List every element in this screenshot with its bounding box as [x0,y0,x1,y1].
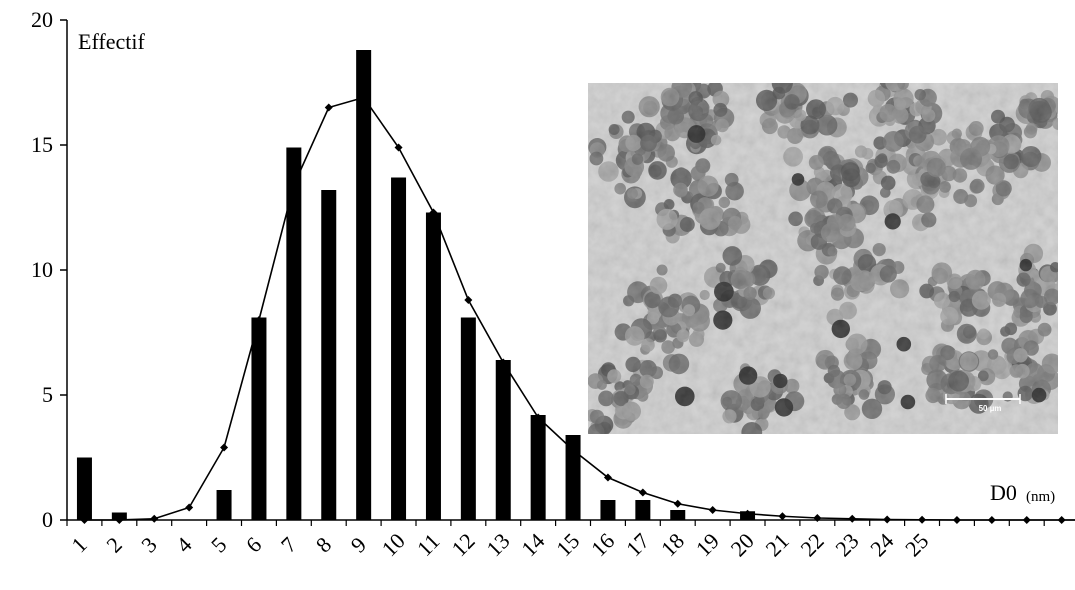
line-series [80,93,1075,524]
data-point [150,514,159,523]
tem-micrograph-inset: 50 µm [588,83,1075,434]
data-point [848,514,857,523]
x-tick-label: 24 [865,528,898,561]
data-point [220,443,229,452]
data-point [603,473,612,482]
y-tick-label: 15 [31,132,53,157]
x-tick-label: 2 [101,532,126,557]
x-tick-label: 19 [691,528,724,561]
x-tick-label: 12 [446,528,479,561]
x-tick-label: 16 [586,528,619,561]
data-point [813,514,822,522]
x-tick-label: 23 [830,528,863,561]
x-tick-label: 13 [481,528,514,561]
data-point [324,103,333,112]
x-tick-label: 8 [311,532,336,557]
bar [670,510,686,520]
bar [600,500,616,520]
x-tick-label: 4 [171,532,196,557]
x-tick-label: 20 [726,528,759,561]
y-axis-title: Effectif [78,29,145,54]
bar [635,500,651,520]
bar [530,415,546,520]
y-tick-label: 0 [42,507,53,532]
x-axis-title-unit: (nm) [1026,489,1055,505]
x-tick-label: 11 [412,528,445,561]
data-point [185,503,194,512]
particle [1056,279,1058,292]
data-point [673,499,682,508]
bar-series [76,50,756,520]
bar [565,435,581,520]
x-tick-label: 5 [206,532,231,557]
data-point [394,143,403,152]
data-point [708,506,717,514]
bar [321,190,337,520]
bar [460,317,476,520]
y-axis-ticks: 0 5 10 15 20 [31,7,67,532]
data-point [499,358,508,367]
x-tick-label: 22 [795,528,828,561]
data-point [638,488,647,497]
data-point [289,181,298,189]
x-tick-label: 21 [761,528,794,561]
x-tick-label: 9 [346,532,371,557]
data-point [464,296,473,304]
data-point [534,413,543,422]
scale-bar-label: 50 µm [979,404,1002,413]
x-tick-label: 10 [377,528,410,561]
x-tick-label: 25 [900,528,933,561]
data-point [359,93,368,102]
bar [76,457,92,520]
scale-bar: 50 µm [945,394,1021,413]
x-tick-label: 6 [241,532,266,557]
x-tick-label: 3 [136,532,161,557]
x-tick-label: 1 [66,532,91,557]
bar [216,490,232,520]
particle [1058,262,1075,282]
y-tick-label: 20 [31,7,53,32]
bar [391,177,407,520]
data-point [254,316,263,324]
data-point [569,446,578,454]
data-point [778,512,787,521]
x-tick-label: 18 [656,528,689,561]
data-point [743,509,752,518]
bar [495,360,511,520]
x-axis-ticks: 1 2 3 4 5 6 7 8 9 10 11 12 13 14 15 16 17 18 19 20 21 22 23 24 2… [66,520,1045,561]
x-tick-label: 14 [516,528,549,561]
y-tick-label: 5 [42,382,53,407]
bar [356,50,372,520]
x-tick-label: 15 [551,528,584,561]
bar [286,147,302,520]
data-point [429,208,438,217]
x-axis-title-main: D0 [990,480,1017,505]
x-axis-title: D0 (nm) [990,480,1055,505]
bar [425,212,441,520]
x-tick-label: 17 [621,528,654,561]
bar [251,317,267,520]
y-tick-label: 10 [31,257,53,282]
x-tick-label: 7 [276,532,301,557]
